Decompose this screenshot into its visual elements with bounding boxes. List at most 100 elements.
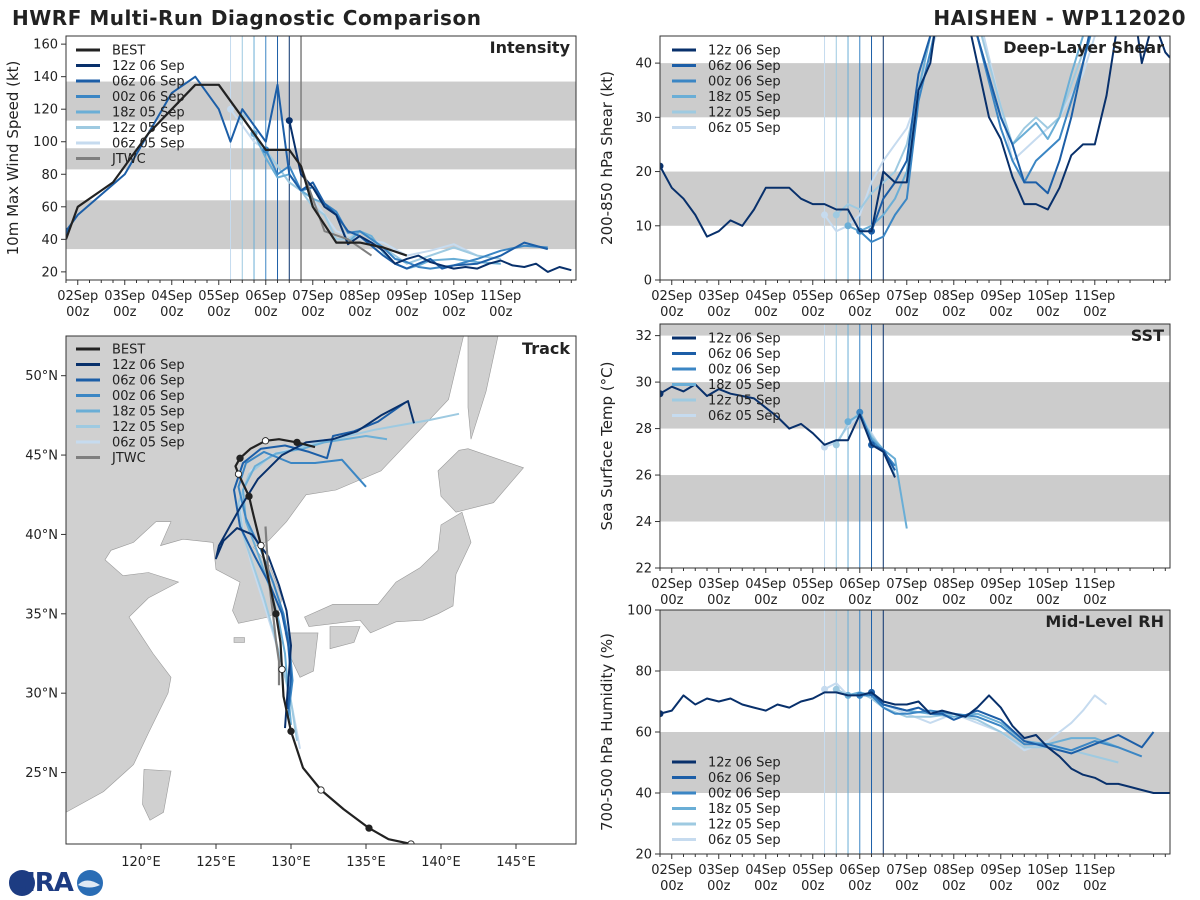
legend-label: 18z 05 Sep [708,90,781,105]
y-tick-label: 60 [41,200,58,215]
panel-shear: 01020304002Sep00z03Sep00z04Sep00z05Sep00… [598,35,1171,320]
series-line-3 [847,413,908,529]
x-tick-label-date: 10Sep [1027,577,1068,592]
track-best-point [245,492,253,500]
x-tick-label-date: 07Sep [292,289,333,304]
band-2 [660,324,1170,336]
x-tick-label-hour: 00z [707,879,731,894]
x-tick-label-hour: 00z [895,879,919,894]
legend-label: BEST [112,44,145,59]
y-tick-label: 40 [635,57,652,72]
x-tick-label-date: 08Sep [933,577,974,592]
band-0 [660,475,1170,522]
x-tick-label-hour: 00z [801,879,825,894]
y-tick-label: 160 [33,38,58,53]
series-start-point-5 [821,443,829,451]
legend-label: 18z 05 Sep [112,405,185,420]
panel-title: Deep-Layer Shear [1003,38,1164,57]
legend-label: BEST [112,343,145,358]
x-tick-label-hour: 00z [301,305,325,320]
series-start-point-2 [856,408,864,416]
x-tick-label-date: 08Sep [339,289,380,304]
x-tick-label-hour: 00z [442,305,466,320]
panel-sst: 22242628303202Sep00z03Sep00z04Sep00z05Se… [598,323,1171,608]
series-line-4 [241,116,501,265]
y-tick-label: 20 [635,165,652,180]
x-tick-label-hour: 00z [942,593,966,608]
legend-label: 06z 05 Sep [708,409,781,424]
land-jeju [233,637,245,643]
y-tick-label: 20 [41,265,58,280]
x-tick-label-hour: 00z [1083,879,1107,894]
panel-title: SST [1131,326,1164,345]
y-tick-label: 0 [644,274,652,289]
legend-label: 18z 05 Sep [708,378,781,393]
track-best [234,438,412,844]
track-jtwc [264,526,281,686]
x-tick-label-hour: 00z [989,305,1013,320]
x-tick-label-hour: 00z [989,879,1013,894]
series-start-point-4 [832,441,840,449]
x-tick-label-hour: 00z [1083,593,1107,608]
x-tick-label-hour: 00z [942,305,966,320]
x-tick-label-hour: 00z [989,593,1013,608]
legend-label: 06z 06 Sep [708,59,781,74]
y-tick-label: 80 [41,168,58,183]
panel-intensity-plot [66,36,576,280]
series-line-2 [859,36,1092,243]
x-tick-label-hour: 00z [1036,305,1060,320]
x-tick-label-hour: 00z [1036,879,1060,894]
panel-rh-plot [660,610,1170,854]
lat-tick-label: 50°N [25,369,58,384]
x-tick-label-date: 09Sep [980,863,1021,878]
x-tick-label-date: 05Sep [792,577,833,592]
band-0 [660,171,1170,226]
lon-tick-label: 120°E [121,855,161,870]
legend-label: JTWC [111,152,146,167]
legend-label: 12z 05 Sep [112,121,185,136]
y-tick-label: 80 [635,665,652,680]
panel-shear-plot [660,36,1170,280]
x-tick-label-date: 07Sep [886,289,927,304]
track-best-point [287,727,295,735]
track-frame [65,335,577,845]
panel-intensity: 2040608010012014016002Sep00z03Sep00z04Se… [4,35,577,320]
legend-label: 12z 06 Sep [112,358,185,373]
x-tick-label-hour: 00z [848,879,872,894]
series-line-2 [859,694,1143,758]
x-tick-label-hour: 00z [660,305,684,320]
land-honshu [304,511,472,634]
x-tick-label-date: 11Sep [1074,863,1115,878]
x-tick-label-date: 09Sep [980,289,1021,304]
legend-label: 12z 05 Sep [708,106,781,121]
x-tick-label-hour: 00z [66,305,90,320]
x-tick-label-date: 10Sep [1027,863,1068,878]
x-tick-label-hour: 00z [489,305,513,320]
x-tick-label-hour: 00z [160,305,184,320]
legend-label: 12z 06 Sep [112,59,185,74]
track-best-point [293,438,301,447]
x-tick-label-hour: 00z [895,305,919,320]
y-axis-label: 700-500 hPa Humidity (%) [598,633,616,831]
y-tick-label: 100 [33,135,58,150]
lat-tick-label: 35°N [25,607,58,622]
legend-label: 12z 05 Sep [708,394,781,409]
x-tick-label-date: 07Sep [886,863,927,878]
x-tick-label-date: 03Sep [698,863,739,878]
legend-label: JTWC [111,451,146,466]
y-tick-label: 40 [41,233,58,248]
legend-label: 06z 05 Sep [708,121,781,136]
x-tick-label-date: 03Sep [104,289,145,304]
series-start-point-5 [227,105,235,113]
track-best-point [278,665,286,674]
x-tick-label-hour: 00z [707,305,731,320]
y-tick-label: 32 [635,329,652,344]
x-tick-label-date: 06Sep [839,577,880,592]
series-start-point-0 [660,162,664,170]
y-tick-label: 24 [635,515,652,530]
x-tick-label-hour: 00z [1083,305,1107,320]
x-tick-label-hour: 00z [207,305,231,320]
lat-tick-label: 45°N [25,449,58,464]
x-tick-label-date: 05Sep [198,289,239,304]
